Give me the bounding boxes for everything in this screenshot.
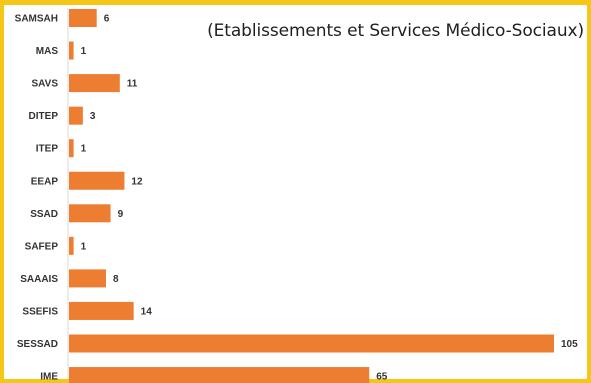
value-label-ime: 65 (376, 372, 388, 383)
bar-ime (69, 367, 370, 383)
category-label-savs: SAVS (32, 79, 59, 90)
value-label-ssefis: 14 (141, 306, 153, 317)
bar-eeap (69, 171, 125, 190)
category-label-itep: ITEP (36, 144, 59, 155)
value-label-mas: 1 (81, 46, 87, 57)
category-label-ssad: SSAD (30, 209, 58, 220)
value-label-saaais: 8 (113, 274, 119, 285)
value-label-savs: 11 (127, 79, 138, 90)
bars-group (69, 9, 554, 383)
category-label-ime: IME (40, 372, 58, 383)
bar-savs (69, 74, 120, 93)
bar-itep (69, 139, 74, 158)
labels-group: SAMSAH 6 MAS 1 SAVS 11 DITEP 3 ITEP 1 EEAP 12 SSAD 9 S… (15, 14, 578, 383)
bar-ditep (69, 106, 83, 125)
bar-mas (69, 41, 74, 60)
category-label-saaais: SAAAIS (20, 274, 58, 285)
category-label-ssefis: SSEFIS (22, 306, 58, 317)
chart-subtitle: (Etablissements et Services Médico-Socia… (207, 21, 584, 41)
bar-saaais (69, 269, 106, 288)
value-label-safep: 1 (81, 241, 87, 252)
category-label-eeap: EEAP (31, 176, 59, 187)
bar-sessad (69, 334, 554, 353)
value-label-itep: 1 (81, 144, 87, 155)
value-label-ditep: 3 (90, 111, 96, 122)
value-label-ssad: 9 (118, 209, 124, 220)
category-label-sessad: SESSAD (17, 339, 58, 350)
category-label-ditep: DITEP (29, 111, 59, 122)
value-label-eeap: 12 (131, 176, 143, 187)
bar-ssad (69, 204, 111, 223)
bar-samsah (69, 9, 97, 27)
bar-ssefis (69, 301, 134, 320)
category-label-samsah: SAMSAH (15, 14, 58, 25)
category-label-safep: SAFEP (25, 241, 59, 252)
bar-safep (69, 236, 74, 255)
value-label-sessad: 105 (561, 339, 578, 350)
category-label-mas: MAS (36, 46, 59, 57)
value-label-samsah: 6 (104, 14, 110, 25)
